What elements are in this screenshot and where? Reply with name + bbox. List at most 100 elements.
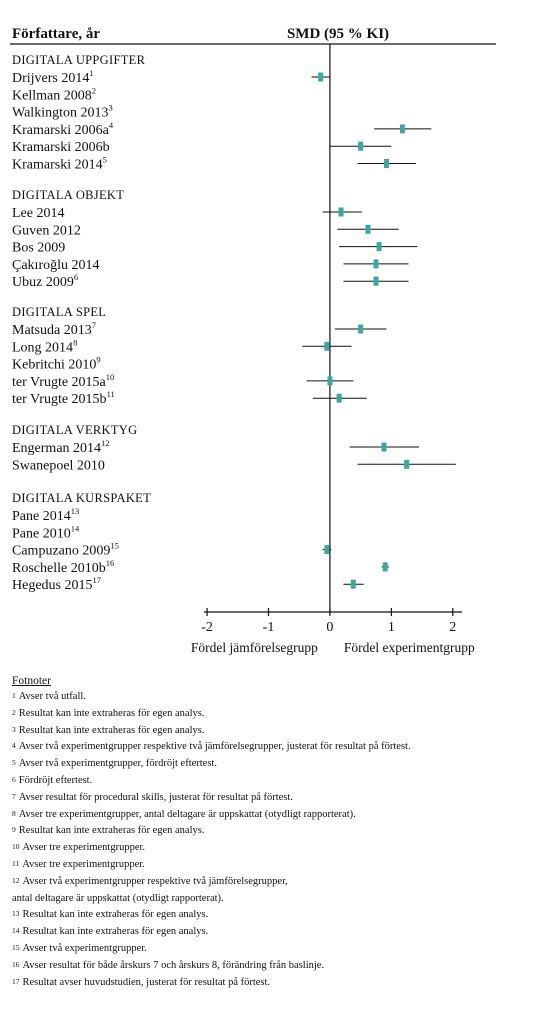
point-estimate — [358, 324, 364, 334]
x-label-left: Fördel jämförelsegrupp — [191, 640, 318, 655]
footnote-item: 1 Avser två utfall. — [12, 689, 537, 706]
footnote-text: Avser tre experimentgrupper. — [22, 842, 146, 854]
study-name: Campuzano 2009 — [12, 544, 110, 559]
study-label: Lee 2014 — [12, 206, 64, 221]
study-name: Lee 2014 — [12, 206, 64, 221]
study-label: Ubuz 20096 — [12, 272, 78, 290]
point-estimate — [373, 259, 379, 269]
study-name: ter Vrugte 2015a — [12, 375, 107, 390]
footnote-text: Avser två utfall. — [18, 691, 86, 702]
footnote-text: Resultat kan inte extraheras för egen an… — [22, 926, 209, 938]
footnote-text: Resultat kan inte extraheras för egen an… — [18, 707, 205, 719]
footnote-number: 4 — [12, 741, 16, 751]
study-label: Kramarski 2006b — [12, 140, 110, 155]
footnote-text: Avser resultat för både årskurs 7 och år… — [22, 959, 325, 971]
study-label: Kebritchi 20109 — [12, 355, 101, 373]
study-name: Swanepoel 2010 — [12, 458, 105, 473]
point-estimate — [376, 242, 382, 252]
study-name: Pane 2010 — [12, 526, 71, 541]
footnote-item: 11 Avser tre experimentgrupper. — [12, 857, 537, 874]
study-label: ter Vrugte 2015b11 — [12, 389, 115, 407]
study-name: Kramarski 2014 — [12, 158, 103, 173]
point-estimate — [350, 579, 356, 589]
point-estimate — [358, 141, 364, 151]
study-name: ter Vrugte 2015b — [12, 392, 107, 407]
point-estimate — [318, 72, 324, 82]
point-estimate — [404, 459, 410, 469]
point-estimate — [399, 124, 405, 134]
footnotes: Fotnoter 1 Avser två utfall. 2 Resultat kan… — [12, 675, 537, 991]
group-heading: DIGITALA KURSPAKET — [12, 491, 151, 505]
footnote-item: 8 Avser tre experimentgrupper, antal delt… — [12, 807, 537, 824]
point-estimate — [336, 393, 342, 403]
study-label: Campuzano 200915 — [12, 541, 119, 559]
group-heading: DIGITALA VERKTYG — [12, 423, 137, 437]
study-label: Bos 2009 — [12, 241, 65, 256]
footnotes-title: Fotnoter — [12, 675, 51, 687]
footnote-marker: 6 — [74, 272, 78, 282]
study-label: Engerman 201412 — [12, 438, 110, 456]
study-name: Hegedus 2015 — [12, 578, 93, 593]
study-label: Kramarski 2006a4 — [12, 120, 114, 138]
footnote-number: 11 — [12, 858, 20, 868]
study-name: Roschelle 2010b — [12, 561, 106, 576]
x-tick-label: -2 — [201, 620, 213, 635]
footnote-text: Resultat avser huvudstudien, justerat fö… — [22, 976, 271, 988]
study-name: Guven 2012 — [12, 223, 81, 238]
point-estimate — [382, 562, 388, 572]
footnote-marker: 15 — [110, 541, 119, 551]
group-heading: DIGITALA SPEL — [12, 305, 106, 319]
footnote-text: Avser resultat för procedural skills, ju… — [18, 791, 293, 803]
point-estimate — [324, 341, 330, 351]
point-estimate — [365, 224, 371, 234]
study-label: Hegedus 201517 — [12, 575, 101, 593]
footnote-marker: 3 — [108, 103, 112, 113]
footnote-number: 10 — [12, 842, 20, 852]
footnote-number: 5 — [12, 758, 16, 768]
footnote-marker: 16 — [106, 558, 115, 568]
footnote-item: 14 Resultat kan inte extraheras för egen … — [12, 924, 537, 941]
footnote-text: Resultat kan inte extraheras för egen an… — [18, 724, 205, 736]
footnote-item: 10 Avser tre experimentgrupper. — [12, 840, 537, 857]
footnote-marker: 2 — [92, 85, 96, 95]
point-estimate — [327, 376, 333, 386]
x-tick-label: -1 — [263, 620, 275, 635]
header-smd-ci: SMD (95 % KI) — [287, 26, 389, 42]
footnote-text: Avser tre experimentgrupper, antal delta… — [18, 808, 356, 820]
study-name: Kebritchi 2010 — [12, 358, 96, 373]
study-name: Ubuz 2009 — [12, 275, 74, 290]
study-name: Çakıroğlu 2014 — [12, 258, 100, 273]
footnote-item: 16 Avser resultat för både årskurs 7 och … — [12, 958, 537, 975]
footnote-text: Avser tre experimentgrupper. — [22, 858, 145, 870]
study-label: Pane 201413 — [12, 506, 79, 524]
x-label-right: Fördel experimentgrupp — [344, 640, 475, 655]
footnote-number: 12 — [12, 875, 20, 885]
footnote-text: Avser två experimentgrupper respektive t… — [18, 741, 411, 753]
footnote-marker: 9 — [96, 355, 100, 365]
study-name: Walkington 2013 — [12, 106, 108, 121]
footnote-marker: 10 — [106, 372, 115, 382]
footnote-number: 3 — [12, 724, 16, 734]
study-name: Long 2014 — [12, 340, 73, 355]
footnote-item: 5 Avser två experimentgrupper, fördröjt e… — [12, 756, 537, 773]
footnote-item: 13 Resultat kan inte extraheras för egen … — [12, 907, 537, 924]
study-name: Bos 2009 — [12, 241, 65, 256]
footnote-number: 1 — [12, 691, 16, 700]
footnote-text: Resultat kan inte extraheras för egen an… — [18, 825, 205, 837]
footnote-item: 15 Avser två experimentgrupper. — [12, 941, 537, 958]
footnote-number: 14 — [12, 926, 20, 936]
footnote-marker: 12 — [101, 438, 110, 448]
footnote-item: 17 Resultat avser huvudstudien, justerat … — [12, 975, 537, 992]
footnote-marker: 5 — [103, 155, 107, 165]
footnote-number: 17 — [12, 976, 20, 986]
study-label: Drijvers 20141 — [12, 68, 94, 86]
footnote-marker: 4 — [109, 120, 114, 130]
study-name: Drijvers 2014 — [12, 71, 89, 86]
footnote-marker: 1 — [89, 68, 93, 78]
study-label: Walkington 20133 — [12, 103, 113, 121]
footnote-marker: 7 — [92, 320, 96, 330]
point-estimate — [381, 442, 387, 452]
study-name: Matsuda 2013 — [12, 323, 92, 338]
study-label: ter Vrugte 2015a10 — [12, 372, 114, 390]
footnote-marker: 13 — [71, 506, 80, 516]
